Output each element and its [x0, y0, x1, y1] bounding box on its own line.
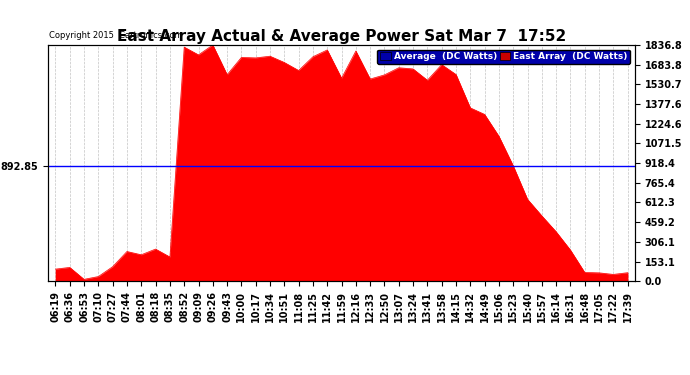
- Legend: Average  (DC Watts), East Array  (DC Watts): Average (DC Watts), East Array (DC Watts…: [377, 50, 630, 64]
- Title: East Array Actual & Average Power Sat Mar 7  17:52: East Array Actual & Average Power Sat Ma…: [117, 29, 566, 44]
- Text: Copyright 2015  Cartronics.com: Copyright 2015 Cartronics.com: [49, 31, 183, 40]
